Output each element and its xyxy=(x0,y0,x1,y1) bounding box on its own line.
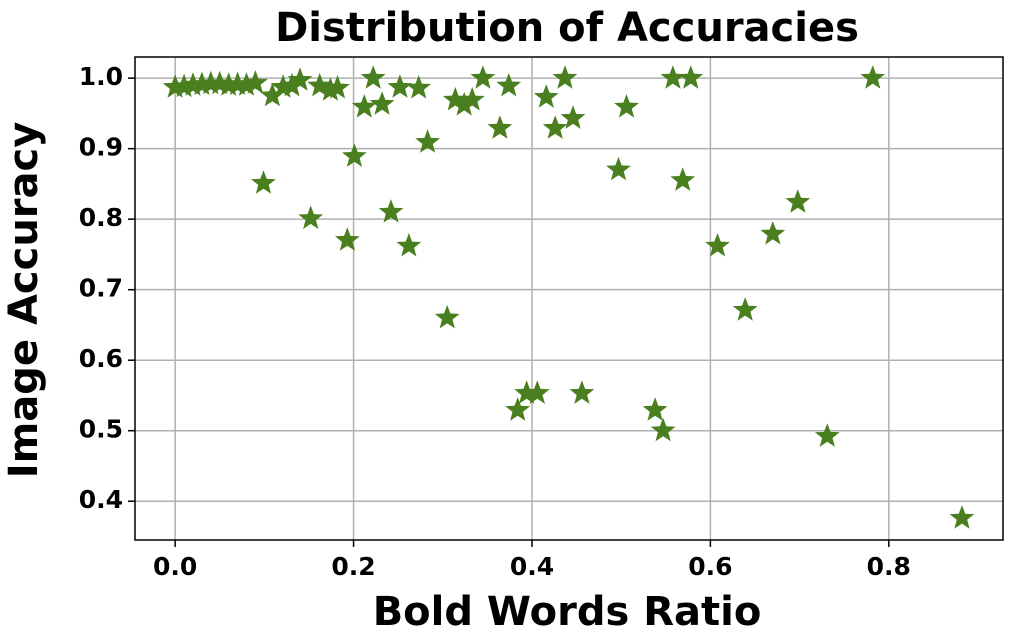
point xyxy=(650,417,676,442)
y-tick-label: 1.0 xyxy=(79,62,123,91)
y-tick-label: 0.4 xyxy=(79,485,123,514)
y-tick-label: 0.7 xyxy=(79,274,123,303)
point xyxy=(318,77,343,101)
point xyxy=(171,73,197,98)
point xyxy=(569,380,595,404)
y-axis-label: Image Accuracy xyxy=(1,122,47,479)
x-axis-label: Bold Words Ratio xyxy=(373,589,762,635)
y-tick-label: 0.5 xyxy=(79,415,123,444)
point xyxy=(542,115,568,139)
y-tick-label: 0.6 xyxy=(79,344,123,373)
point xyxy=(505,397,531,421)
point xyxy=(270,74,296,98)
point xyxy=(180,72,206,96)
point xyxy=(760,221,786,245)
point xyxy=(279,72,305,97)
point xyxy=(614,94,639,118)
point xyxy=(525,380,550,404)
point xyxy=(369,91,395,115)
point xyxy=(732,297,758,321)
chart-title: Distribution of Accuracies xyxy=(275,5,859,51)
point xyxy=(560,105,586,129)
point xyxy=(552,65,578,89)
point xyxy=(459,87,485,111)
point xyxy=(234,72,259,96)
point xyxy=(243,70,268,94)
point xyxy=(189,71,215,95)
point xyxy=(533,84,559,108)
point xyxy=(860,65,886,89)
point xyxy=(785,189,811,213)
point xyxy=(415,129,440,153)
point xyxy=(814,423,840,447)
point xyxy=(360,65,386,89)
point xyxy=(406,75,431,99)
point xyxy=(660,65,686,89)
point xyxy=(378,199,404,223)
point xyxy=(260,82,285,107)
x-tick-label: 0.6 xyxy=(688,552,732,581)
point xyxy=(606,156,631,181)
point xyxy=(434,304,460,329)
point xyxy=(451,91,477,116)
point xyxy=(387,74,413,98)
point xyxy=(351,94,377,118)
y-tick-label: 0.9 xyxy=(79,133,123,162)
point xyxy=(470,65,496,89)
x-tick-label: 0.4 xyxy=(510,552,554,581)
x-tick-label: 0.8 xyxy=(867,552,911,581)
point xyxy=(487,115,513,139)
plot-frame xyxy=(134,56,1004,541)
x-tick-label: 0.2 xyxy=(331,552,375,581)
point xyxy=(287,67,313,91)
point xyxy=(335,227,360,251)
point xyxy=(325,75,350,99)
point xyxy=(705,233,730,257)
point xyxy=(162,74,188,98)
x-tick-label: 0.0 xyxy=(153,552,197,581)
point xyxy=(514,380,539,404)
point xyxy=(342,143,367,167)
point xyxy=(216,72,241,96)
point xyxy=(678,65,704,89)
point xyxy=(496,72,522,97)
point xyxy=(949,505,975,529)
point xyxy=(442,87,468,111)
point xyxy=(642,397,668,421)
point xyxy=(396,233,422,257)
y-tick-label: 0.8 xyxy=(79,203,123,232)
point xyxy=(198,70,224,95)
point xyxy=(298,205,324,229)
point xyxy=(670,167,696,191)
point xyxy=(307,72,332,97)
point xyxy=(251,170,276,194)
